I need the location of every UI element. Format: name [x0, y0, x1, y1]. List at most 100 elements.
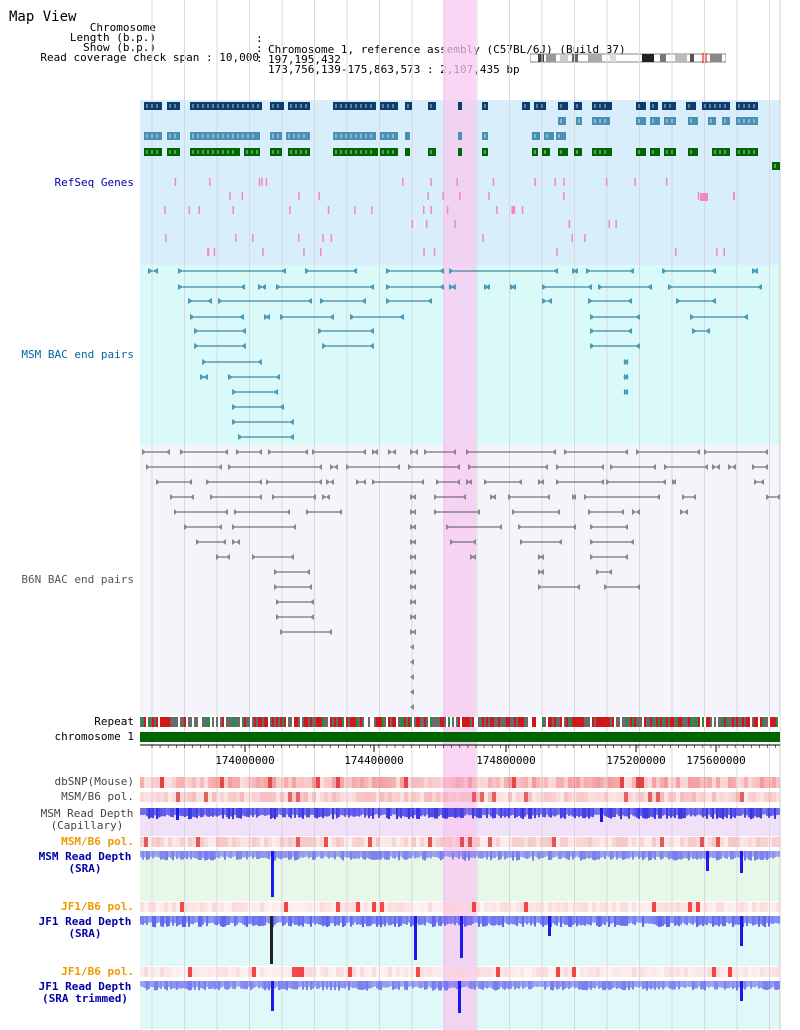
read-depth-bar [664, 851, 666, 857]
read-depth-bar [696, 851, 698, 860]
read-depth-bar [610, 981, 612, 990]
repeat-element [582, 717, 584, 727]
repeat-element [306, 717, 308, 727]
jf1-b6-pol-2-label[interactable]: JF1/B6 pol. [61, 965, 134, 978]
snp-cell [440, 792, 444, 802]
refseq-tick [733, 192, 735, 200]
b6n-bac-end [228, 464, 232, 470]
read-depth-bar [244, 851, 246, 858]
read-depth-bar [152, 981, 154, 988]
read-depth-bar [144, 808, 146, 815]
read-depth-bar [190, 808, 192, 819]
snp-cell [336, 902, 340, 912]
snp-cell [668, 902, 672, 912]
read-depth-bar [612, 808, 614, 818]
snp-cell [628, 777, 632, 788]
jf1-read-depth-sra-label[interactable]: JF1 Read Depth (SRA) [38, 915, 132, 940]
read-depth-bar [300, 981, 302, 987]
snp-cell [668, 777, 672, 788]
snp-cell [248, 837, 252, 847]
snp-cell [296, 837, 300, 847]
snp-cell [288, 792, 292, 802]
snp-cell [696, 777, 700, 788]
b6n-bac-end [600, 464, 604, 470]
msm-read-depth-capillary-label[interactable]: MSM Read Depth (Capillary) [40, 807, 134, 832]
snp-cell [652, 777, 656, 788]
snp-cell [560, 837, 564, 847]
snp-cell [192, 777, 196, 788]
snp-cell [568, 837, 572, 847]
read-depth-bar [452, 981, 454, 988]
read-depth-bar [746, 981, 748, 988]
msm-bac-end [386, 268, 391, 274]
snp-cell [232, 777, 236, 788]
repeat-element [370, 717, 372, 727]
read-depth-bar [548, 808, 550, 817]
snp-cell [140, 777, 144, 788]
repeat-element [312, 717, 314, 727]
dbsnp-label[interactable]: dbSNP(Mouse) [54, 775, 134, 788]
read-depth-bar [768, 916, 770, 927]
read-depth-bar [516, 916, 518, 927]
read-depth-bar [378, 981, 380, 990]
b6n-bac-label[interactable]: B6N BAC end pairs [21, 573, 134, 586]
refseq-tick [563, 192, 565, 200]
msm-read-depth-sra-label[interactable]: MSM Read Depth (SRA) [38, 850, 132, 875]
read-depth-bar [604, 981, 606, 991]
snp-cell [732, 902, 736, 912]
snp-cell [376, 837, 380, 847]
read-depth-bar [202, 851, 204, 858]
b6n-bac-end [456, 479, 460, 485]
snp-cell [560, 792, 564, 802]
read-depth-bar [472, 916, 474, 924]
msm-b6-pol-label[interactable]: MSM/B6 pol. [61, 790, 134, 803]
b6n-bac-end [450, 539, 454, 545]
repeat-element [322, 717, 324, 727]
read-depth-bar [472, 808, 474, 819]
read-depth-bar [234, 916, 236, 927]
read-depth-bar [252, 916, 254, 926]
snp-cell [600, 792, 604, 802]
snp-cell [172, 837, 176, 847]
snp-cell [272, 967, 276, 977]
repeat-element [504, 717, 506, 727]
refseq-genes-label[interactable]: RefSeq Genes [54, 176, 134, 189]
refseq-tick [303, 248, 305, 256]
jf1-read-depth-trimmed-label[interactable]: JF1 Read Depth (SRA trimmed) [38, 980, 132, 1005]
snp-cell [596, 777, 600, 788]
read-depth-bar [382, 916, 384, 925]
refseq-tick [320, 248, 322, 256]
read-depth-bar [770, 981, 772, 989]
snp-cell [660, 967, 664, 977]
repeat-element [420, 717, 422, 727]
refseq-tick [252, 234, 254, 242]
snp-cell [548, 792, 552, 802]
snp-cell [316, 902, 320, 912]
snp-cell [748, 837, 752, 847]
repeat-label[interactable]: Repeat [94, 715, 134, 728]
read-depth-bar [574, 808, 576, 819]
read-depth-bar [530, 851, 532, 857]
b6n-bac-end [322, 494, 326, 500]
read-depth-bar [244, 981, 246, 990]
read-depth-bar [746, 808, 748, 816]
read-depth-bar [738, 851, 740, 858]
snp-cell [320, 967, 324, 977]
repeat-element [156, 717, 158, 727]
snp-cell [164, 777, 168, 788]
read-depth-bar [410, 916, 412, 927]
read-depth-bar [288, 981, 290, 988]
snp-cell [420, 792, 424, 802]
snp-cell [364, 777, 368, 788]
read-depth-bar [292, 851, 294, 857]
msm-b6-pol-sra-label[interactable]: MSM/B6 pol. [61, 835, 134, 848]
jf1-b6-pol-label[interactable]: JF1/B6 pol. [61, 900, 134, 913]
read-depth-bar [722, 808, 724, 820]
snp-cell [552, 792, 556, 802]
read-depth-bar [180, 808, 182, 816]
gene-feature [592, 117, 610, 125]
read-depth-bar [692, 808, 694, 816]
repeat-element [530, 717, 532, 727]
msm-bac-label[interactable]: MSM BAC end pairs [21, 348, 134, 361]
